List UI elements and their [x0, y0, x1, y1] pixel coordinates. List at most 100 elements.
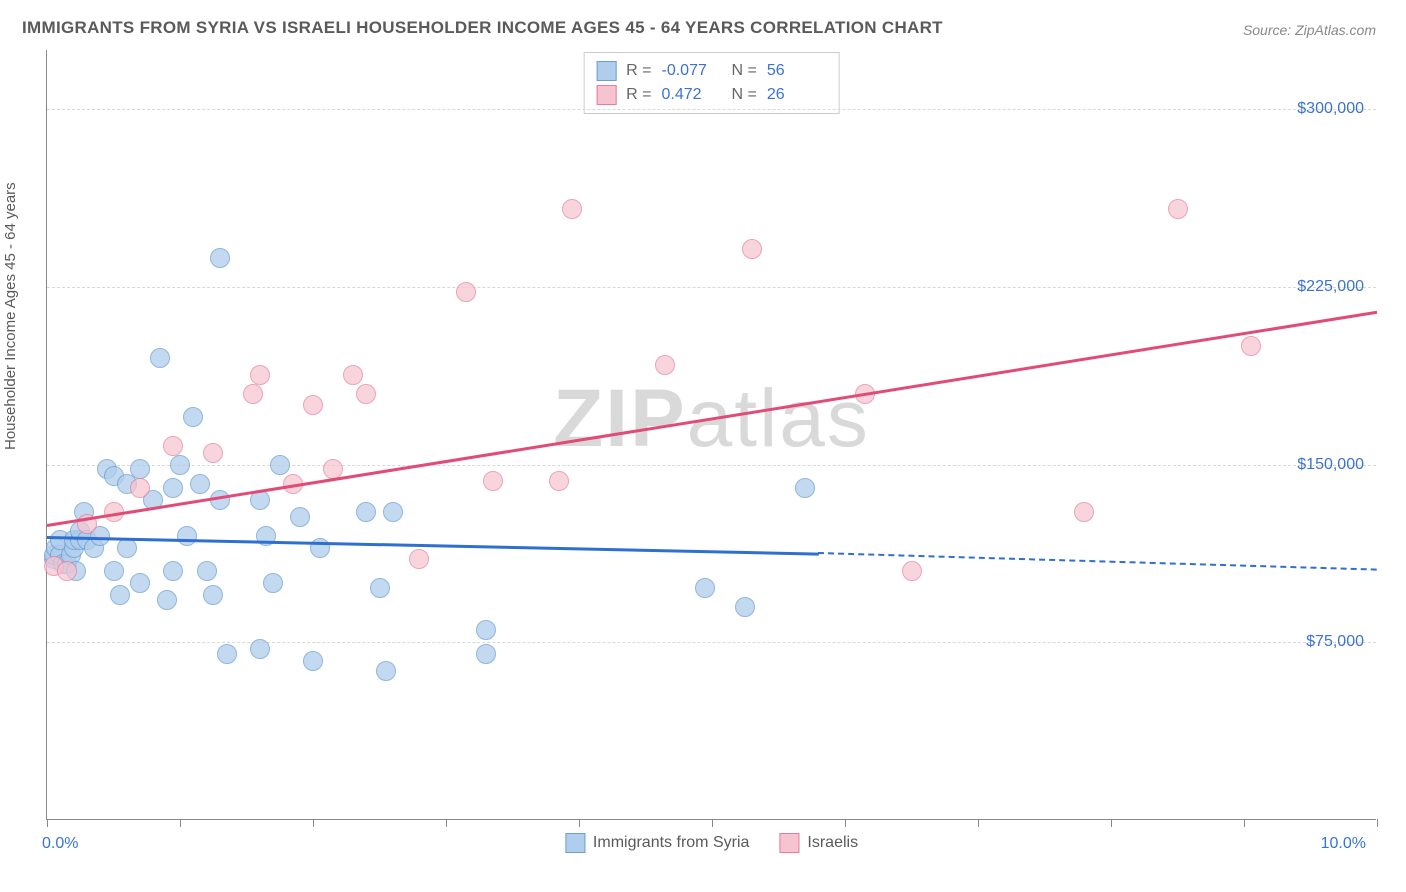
y-tick-label: $150,000	[1297, 456, 1364, 474]
trend-line	[47, 311, 1377, 527]
data-point	[795, 478, 815, 498]
data-point	[370, 578, 390, 598]
x-tick	[978, 819, 979, 827]
data-point	[303, 651, 323, 671]
data-point	[250, 639, 270, 659]
x-tick	[446, 819, 447, 827]
data-point	[476, 620, 496, 640]
legend-swatch	[779, 833, 799, 853]
r-label: R =	[626, 62, 651, 80]
data-point	[735, 597, 755, 617]
data-point	[157, 590, 177, 610]
data-point	[1168, 199, 1188, 219]
chart-title: IMMIGRANTS FROM SYRIA VS ISRAELI HOUSEHO…	[22, 18, 943, 38]
stats-row: R = 0.472 N = 26	[596, 83, 827, 107]
gridline	[47, 642, 1376, 643]
data-point	[183, 407, 203, 427]
data-point	[117, 538, 137, 558]
data-point	[203, 585, 223, 605]
data-point	[376, 661, 396, 681]
x-tick	[1244, 819, 1245, 827]
data-point	[270, 455, 290, 475]
y-tick-label: $225,000	[1297, 278, 1364, 296]
x-tick	[313, 819, 314, 827]
stats-row: R = -0.077 N = 56	[596, 59, 827, 83]
data-point	[217, 644, 237, 664]
data-point	[456, 282, 476, 302]
data-point	[110, 585, 130, 605]
data-point	[104, 561, 124, 581]
data-point	[57, 561, 77, 581]
data-point	[562, 199, 582, 219]
data-point	[343, 365, 363, 385]
n-value: 26	[767, 86, 827, 104]
data-point	[263, 573, 283, 593]
legend-swatch	[565, 833, 585, 853]
x-tick	[579, 819, 580, 827]
data-point	[210, 248, 230, 268]
x-tick	[845, 819, 846, 827]
data-point	[483, 471, 503, 491]
legend-label: Immigrants from Syria	[593, 834, 749, 852]
scatter-plot-area: ZIPatlas R =-0.077N =56R = 0.472N =26 0.…	[46, 50, 1376, 820]
data-point	[902, 561, 922, 581]
y-axis-label: Householder Income Ages 45 - 64 years	[2, 182, 19, 450]
n-label: N =	[732, 86, 757, 104]
gridline	[47, 287, 1376, 288]
data-point	[163, 478, 183, 498]
n-value: 56	[767, 62, 827, 80]
data-point	[203, 443, 223, 463]
legend-swatch	[596, 85, 616, 105]
data-point	[130, 573, 150, 593]
data-point	[177, 526, 197, 546]
data-point	[655, 355, 675, 375]
r-value: -0.077	[662, 62, 722, 80]
y-tick-label: $75,000	[1306, 633, 1364, 651]
trend-line	[47, 536, 818, 555]
data-point	[1241, 336, 1261, 356]
data-point	[130, 459, 150, 479]
data-point	[290, 507, 310, 527]
data-point	[310, 538, 330, 558]
r-value: 0.472	[662, 86, 722, 104]
data-point	[1074, 502, 1094, 522]
data-point	[303, 395, 323, 415]
gridline	[47, 109, 1376, 110]
r-label: R =	[626, 86, 651, 104]
data-point	[170, 455, 190, 475]
x-tick	[1111, 819, 1112, 827]
n-label: N =	[732, 62, 757, 80]
data-point	[742, 239, 762, 259]
data-point	[130, 478, 150, 498]
data-point	[163, 561, 183, 581]
data-point	[549, 471, 569, 491]
data-point	[150, 348, 170, 368]
data-point	[243, 384, 263, 404]
data-point	[190, 474, 210, 494]
data-point	[476, 644, 496, 664]
x-tick	[1377, 819, 1378, 827]
x-axis-min-label: 0.0%	[42, 835, 78, 853]
data-point	[210, 490, 230, 510]
x-axis-max-label: 10.0%	[1321, 835, 1366, 853]
data-point	[356, 384, 376, 404]
legend-label: Israelis	[807, 834, 858, 852]
data-point	[409, 549, 429, 569]
correlation-stats-box: R = -0.077 N = 56 R = 0.472 N = 26	[583, 52, 840, 114]
source-credit: Source: ZipAtlas.com	[1243, 22, 1376, 38]
x-tick	[47, 819, 48, 827]
data-point	[163, 436, 183, 456]
series-legend: Immigrants from Syria Israelis	[565, 833, 858, 853]
x-tick	[712, 819, 713, 827]
legend-item: Israelis	[779, 833, 858, 853]
legend-swatch	[596, 61, 616, 81]
legend-item: Immigrants from Syria	[565, 833, 749, 853]
gridline	[47, 465, 1376, 466]
data-point	[383, 502, 403, 522]
data-point	[197, 561, 217, 581]
x-tick	[180, 819, 181, 827]
data-point	[250, 365, 270, 385]
data-point	[695, 578, 715, 598]
y-tick-label: $300,000	[1297, 100, 1364, 118]
data-point	[356, 502, 376, 522]
